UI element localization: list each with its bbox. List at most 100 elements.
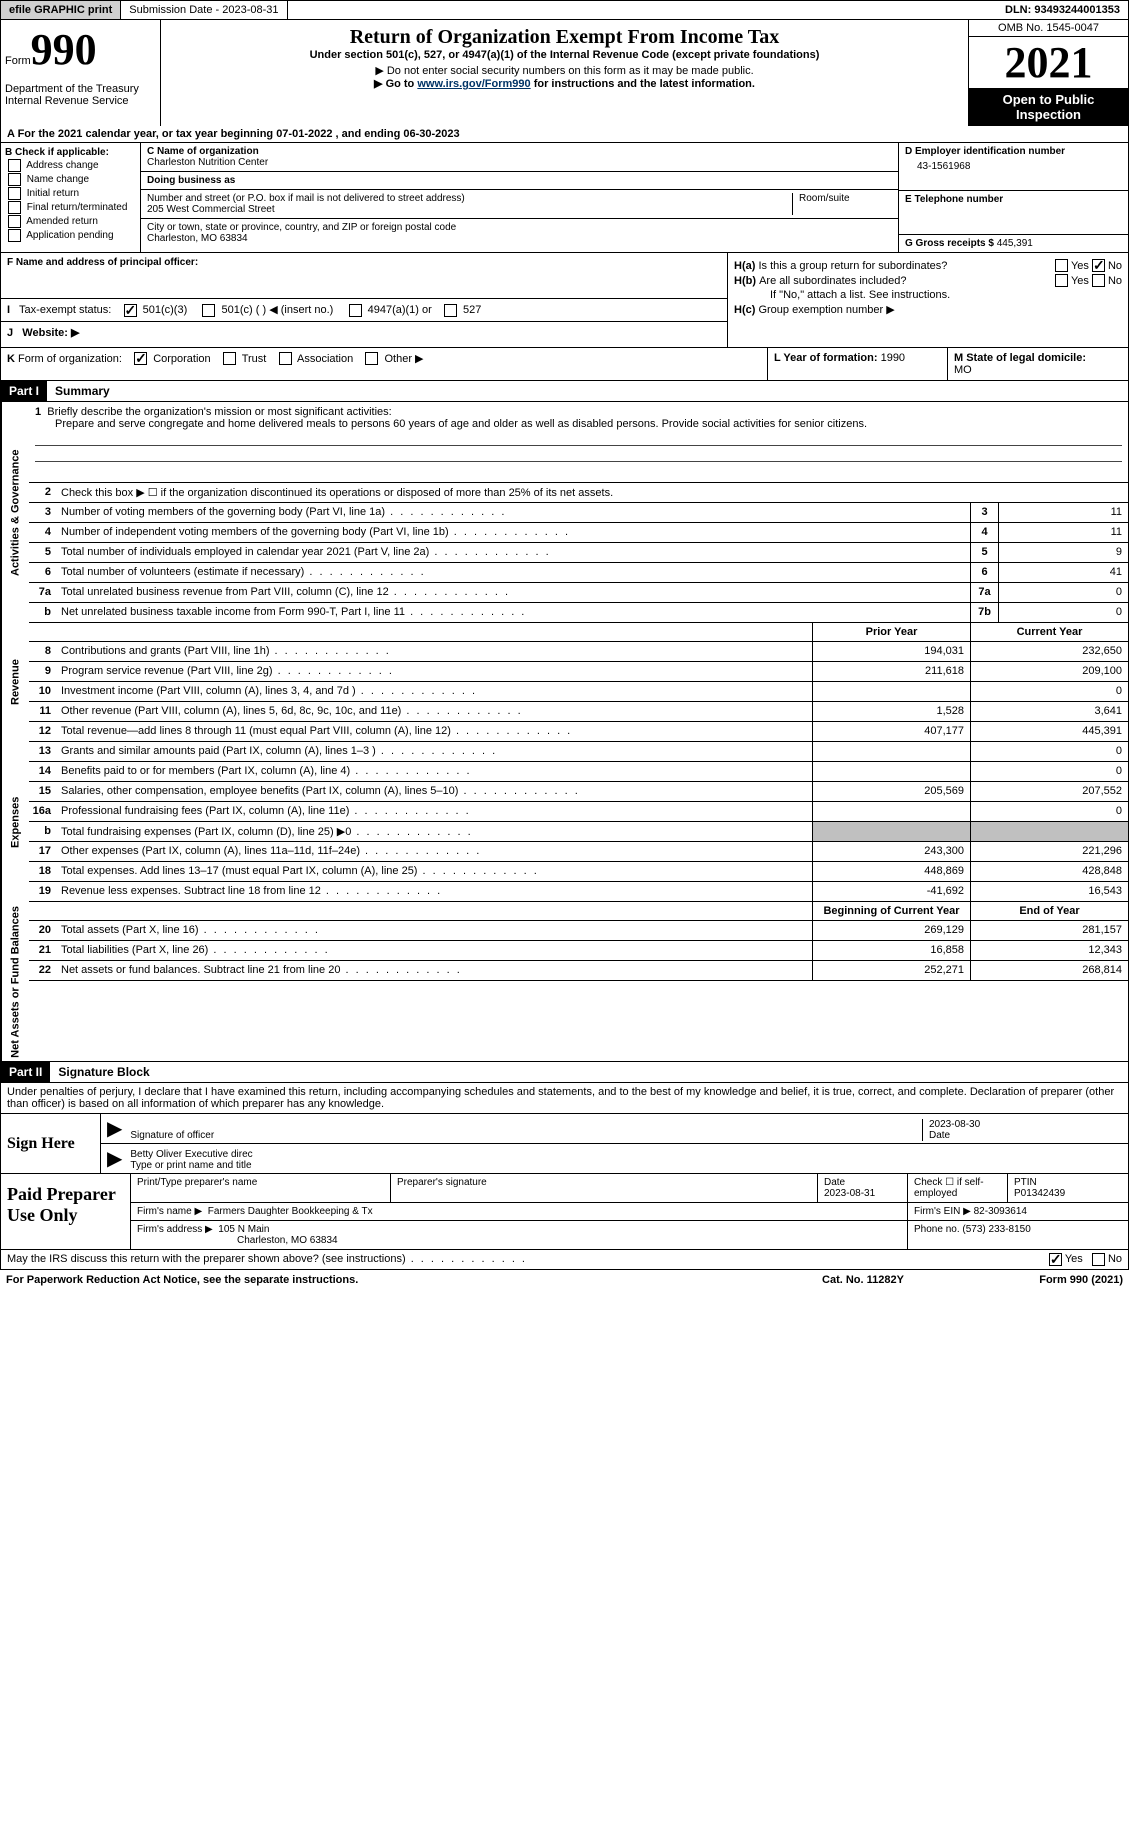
line-desc: Contributions and grants (Part VIII, lin…: [57, 642, 812, 661]
line-a: A For the 2021 calendar year, or tax yea…: [0, 126, 1129, 143]
discuss-no[interactable]: [1092, 1253, 1105, 1266]
part2-header-row: Part II Signature Block: [0, 1062, 1129, 1083]
ha-yes[interactable]: [1055, 259, 1068, 272]
header-center: Return of Organization Exempt From Incom…: [161, 20, 968, 126]
part2-title: Signature Block: [50, 1062, 157, 1082]
current-val: 209,100: [970, 662, 1128, 681]
cb-assoc[interactable]: [279, 352, 292, 365]
gross-value: 445,391: [997, 238, 1033, 249]
hb-no[interactable]: [1092, 274, 1105, 287]
dln: DLN: 93493244001353: [997, 1, 1128, 19]
cb-501c[interactable]: [202, 304, 215, 317]
summary-line: 19 Revenue less expenses. Subtract line …: [29, 882, 1128, 902]
part1-header-row: Part I Summary: [0, 381, 1129, 402]
prior-val: [812, 742, 970, 761]
cb-4947[interactable]: [349, 304, 362, 317]
line-val: 0: [998, 583, 1128, 602]
line-num: 9: [29, 662, 57, 681]
org-name: Charleston Nutrition Center: [147, 157, 892, 168]
begin-year-header: Beginning of Current Year: [812, 902, 970, 920]
ein-label: D Employer identification number: [905, 146, 1122, 157]
cb-trust[interactable]: [223, 352, 236, 365]
section-k: K Form of organization: Corporation Trus…: [0, 348, 1129, 381]
cb-527[interactable]: [444, 304, 457, 317]
summary-line: b Total fundraising expenses (Part IX, c…: [29, 822, 1128, 842]
cb-name-change[interactable]: Name change: [5, 173, 136, 186]
efile-print-button[interactable]: efile GRAPHIC print: [1, 1, 121, 19]
discuss-yes[interactable]: [1049, 1253, 1062, 1266]
cb-address-change[interactable]: Address change: [5, 159, 136, 172]
prep-name-label: Print/Type preparer's name: [131, 1174, 391, 1202]
summary-line: 14 Benefits paid to or for members (Part…: [29, 762, 1128, 782]
firm-addr: 105 N Main: [218, 1224, 269, 1235]
summary-line: 4 Number of independent voting members o…: [29, 523, 1128, 543]
line-num: 4: [29, 523, 57, 542]
hb-note: If "No," attach a list. See instructions…: [734, 289, 1122, 301]
line-num: 5: [29, 543, 57, 562]
prior-val: 243,300: [812, 842, 970, 861]
firm-phone-label: Phone no.: [914, 1224, 960, 1235]
cb-501c3[interactable]: [124, 304, 137, 317]
line2-desc: Check this box ▶ ☐ if the organization d…: [57, 483, 1128, 502]
inspection-label: Open to Public Inspection: [969, 88, 1128, 126]
summary-line: 17 Other expenses (Part IX, column (A), …: [29, 842, 1128, 862]
line-desc: Other expenses (Part IX, column (A), lin…: [57, 842, 812, 861]
section-d: D Employer identification number 43-1561…: [898, 143, 1128, 252]
check-self[interactable]: Check ☐ if self-employed: [908, 1174, 1008, 1202]
prep-date-label: Date: [824, 1177, 845, 1188]
form-note2: ▶ Go to www.irs.gov/Form990 for instruct…: [167, 77, 962, 90]
ha-text: Is this a group return for subordinates?: [758, 260, 1052, 272]
side-revenue: Revenue: [1, 623, 29, 742]
line-val: 0: [998, 603, 1128, 622]
room-label: Room/suite: [799, 193, 892, 204]
line-num: 8: [29, 642, 57, 661]
line-desc: Investment income (Part VIII, column (A)…: [57, 682, 812, 701]
ha-label: H(a): [734, 260, 755, 272]
current-val: 12,343: [970, 941, 1128, 960]
prior-val: 211,618: [812, 662, 970, 681]
summary-line: 6 Total number of volunteers (estimate i…: [29, 563, 1128, 583]
summary-line: 11 Other revenue (Part VIII, column (A),…: [29, 702, 1128, 722]
section-j-label: J: [7, 327, 13, 339]
section-i-label: I: [7, 304, 10, 316]
firm-ein: 82-3093614: [974, 1206, 1027, 1217]
line-num: 12: [29, 722, 57, 741]
line-box: 3: [970, 503, 998, 522]
line-num: 20: [29, 921, 57, 940]
line-val: 11: [998, 503, 1128, 522]
cb-corp[interactable]: [134, 352, 147, 365]
section-c: C Name of organization Charleston Nutrit…: [141, 143, 898, 252]
line-num: b: [29, 603, 57, 622]
summary-line: 22 Net assets or fund balances. Subtract…: [29, 961, 1128, 981]
prep-sig-label: Preparer's signature: [391, 1174, 818, 1202]
cb-initial-return[interactable]: Initial return: [5, 187, 136, 200]
irs-link[interactable]: www.irs.gov/Form990: [417, 78, 530, 90]
k-text: Form of organization:: [18, 353, 122, 365]
summary-line: 21 Total liabilities (Part X, line 26) 1…: [29, 941, 1128, 961]
sig-date-label: Date: [929, 1130, 950, 1141]
summary-line: 12 Total revenue—add lines 8 through 11 …: [29, 722, 1128, 742]
cb-app-pending[interactable]: Application pending: [5, 229, 136, 242]
line-desc: Number of independent voting members of …: [57, 523, 970, 542]
mission-block: 1 Briefly describe the organization's mi…: [29, 402, 1128, 483]
firm-addr-label: Firm's address ▶: [137, 1224, 213, 1235]
prior-val: [812, 802, 970, 821]
l-value: 1990: [881, 352, 905, 364]
section-f: F Name and address of principal officer:…: [1, 253, 728, 347]
cb-other[interactable]: [365, 352, 378, 365]
cb-final-return[interactable]: Final return/terminated: [5, 201, 136, 214]
line-desc: Benefits paid to or for members (Part IX…: [57, 762, 812, 781]
paid-label: Paid Preparer Use Only: [1, 1174, 131, 1249]
header-right: OMB No. 1545-0047 2021 Open to Public In…: [968, 20, 1128, 126]
hb-yes[interactable]: [1055, 274, 1068, 287]
submission-date: Submission Date - 2023-08-31: [121, 1, 287, 19]
line-num: 22: [29, 961, 57, 980]
cb-amended-return[interactable]: Amended return: [5, 215, 136, 228]
ha-no[interactable]: [1092, 259, 1105, 272]
line-box: 5: [970, 543, 998, 562]
line-desc: Total number of volunteers (estimate if …: [57, 563, 970, 582]
top-bar: efile GRAPHIC print Submission Date - 20…: [0, 0, 1129, 20]
form-header: Form990 Department of the Treasury Inter…: [0, 20, 1129, 126]
current-val: 428,848: [970, 862, 1128, 881]
phone-label: E Telephone number: [905, 194, 1122, 205]
